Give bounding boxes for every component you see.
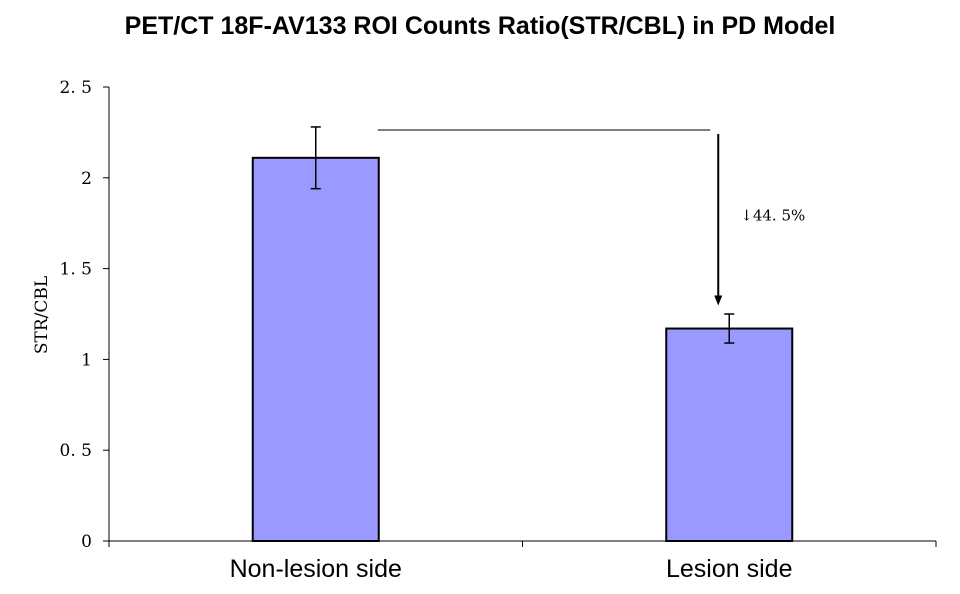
bar	[251, 156, 380, 542]
bar	[665, 327, 794, 543]
category-labels: Non-lesion side Lesion side	[230, 555, 793, 583]
error-bars	[310, 126, 735, 344]
arrow-head	[714, 295, 723, 306]
annotation: ↓44. 5%	[377, 129, 805, 306]
axes	[108, 87, 937, 547]
category-label: Lesion side	[666, 555, 792, 583]
y-tick-label: 2. 5	[60, 78, 92, 98]
y-tick-label: 2	[81, 169, 92, 189]
y-tick-label: 1	[81, 350, 92, 370]
chart-title: PET/CT 18F-AV133 ROI Counts Ratio(STR/CB…	[125, 12, 836, 40]
y-ticks: 0 0. 5 1 1. 5 2 2. 5	[60, 78, 109, 552]
bars	[251, 156, 794, 543]
category-label: Non-lesion side	[230, 555, 402, 583]
y-tick-label: 1. 5	[60, 260, 92, 280]
y-axis-label: STR/CBL	[32, 276, 52, 354]
y-tick-label: 0. 5	[60, 441, 92, 461]
y-tick-label: 0	[81, 532, 92, 552]
percent-change-label: ↓44. 5%	[740, 207, 805, 225]
